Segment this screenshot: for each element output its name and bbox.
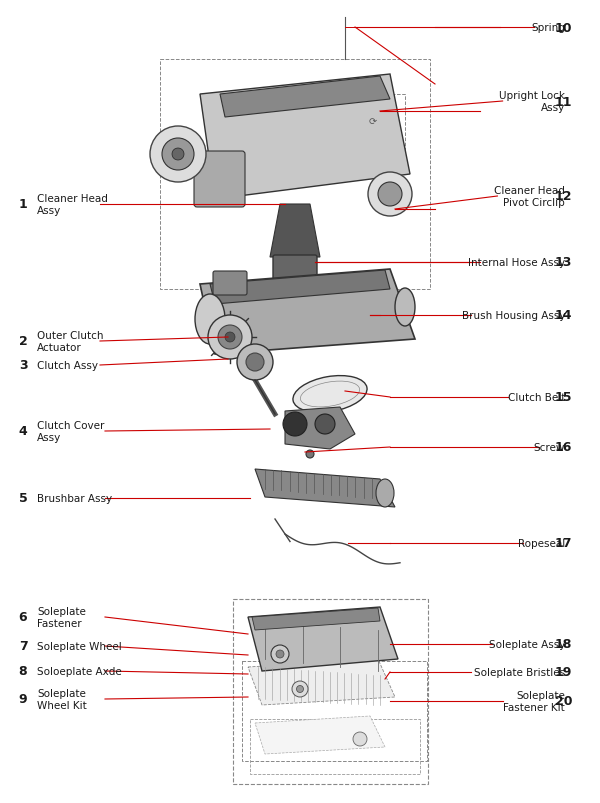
Text: Outer Clutch
Actuator: Outer Clutch Actuator [37,331,104,353]
Bar [250,719,420,774]
FancyBboxPatch shape [194,152,245,208]
Circle shape [378,183,402,206]
Text: Internal Hose Assy: Internal Hose Assy [468,258,565,267]
Text: 11: 11 [554,96,572,108]
Text: 13: 13 [554,256,572,269]
Text: Soleplate Assy: Soleplate Assy [488,639,565,649]
Ellipse shape [293,376,367,413]
Text: Ropeseal: Ropeseal [518,538,565,548]
Text: 16: 16 [554,441,572,454]
Text: 14: 14 [554,309,572,322]
Bar [160,60,430,290]
Polygon shape [255,716,385,754]
Polygon shape [252,608,380,630]
FancyBboxPatch shape [273,255,317,295]
Ellipse shape [195,295,225,344]
Text: Clutch Assy: Clutch Assy [37,361,98,370]
Circle shape [218,325,242,349]
Text: 7: 7 [19,640,28,653]
Text: 20: 20 [554,695,572,707]
Text: 5: 5 [19,492,28,505]
Circle shape [368,173,412,217]
Polygon shape [248,659,395,705]
Text: Brush Housing Assy: Brush Housing Assy [461,311,565,320]
Circle shape [208,316,252,360]
Text: 18: 18 [554,638,572,650]
Text: Soleplate
Fastener: Soleplate Fastener [37,606,86,628]
Text: 6: 6 [19,611,28,624]
Polygon shape [270,205,320,258]
Text: Upright Lock
Assy: Upright Lock Assy [499,91,565,112]
Text: Soleplate Bristles: Soleplate Bristles [474,667,565,677]
Text: 15: 15 [554,391,572,404]
Circle shape [276,650,284,658]
Circle shape [150,127,206,183]
Circle shape [246,353,264,372]
Circle shape [162,139,194,171]
Text: 10: 10 [554,22,572,35]
Circle shape [296,686,304,693]
Text: 12: 12 [554,190,572,203]
Text: 17: 17 [554,537,572,550]
Text: Clutch Cover
Assy: Clutch Cover Assy [37,421,104,442]
Text: Screw: Screw [533,442,565,452]
Ellipse shape [376,479,394,507]
Text: 8: 8 [19,665,28,678]
Text: Brushbar Assy: Brushbar Assy [37,493,112,503]
Text: 19: 19 [554,666,572,679]
Text: Clutch Belt: Clutch Belt [508,393,565,402]
Polygon shape [210,271,390,304]
Text: 9: 9 [19,693,28,706]
Bar [242,661,427,761]
Polygon shape [248,607,398,671]
Circle shape [271,645,289,663]
FancyBboxPatch shape [213,271,247,296]
Circle shape [353,732,367,746]
Circle shape [172,149,184,161]
Text: Spring: Spring [531,23,565,33]
Circle shape [292,681,308,697]
Text: ⟳: ⟳ [369,117,377,127]
Text: Soleplate Wheel: Soleplate Wheel [37,642,122,651]
Text: 2: 2 [19,335,28,348]
Text: Soleplate
Fastener Kit: Soleplate Fastener Kit [503,691,565,712]
Circle shape [315,414,335,434]
Text: Cleaner Head
Assy: Cleaner Head Assy [37,194,108,215]
Circle shape [237,344,273,381]
Circle shape [225,332,235,343]
Bar [345,95,405,150]
Polygon shape [255,470,395,507]
Circle shape [283,413,307,437]
Polygon shape [200,270,415,355]
Ellipse shape [395,288,415,327]
Text: 4: 4 [19,425,28,438]
Polygon shape [200,75,410,200]
Text: 3: 3 [19,359,28,372]
Bar [233,599,428,784]
Text: Soloeplate Axde: Soloeplate Axde [37,666,122,676]
Polygon shape [220,77,390,118]
Text: Soleplate
Wheel Kit: Soleplate Wheel Kit [37,688,87,710]
Text: Cleaner Head
Pivot Circlip: Cleaner Head Pivot Circlip [494,186,565,207]
Text: 1: 1 [19,198,28,211]
Circle shape [306,450,314,459]
Polygon shape [285,407,355,450]
